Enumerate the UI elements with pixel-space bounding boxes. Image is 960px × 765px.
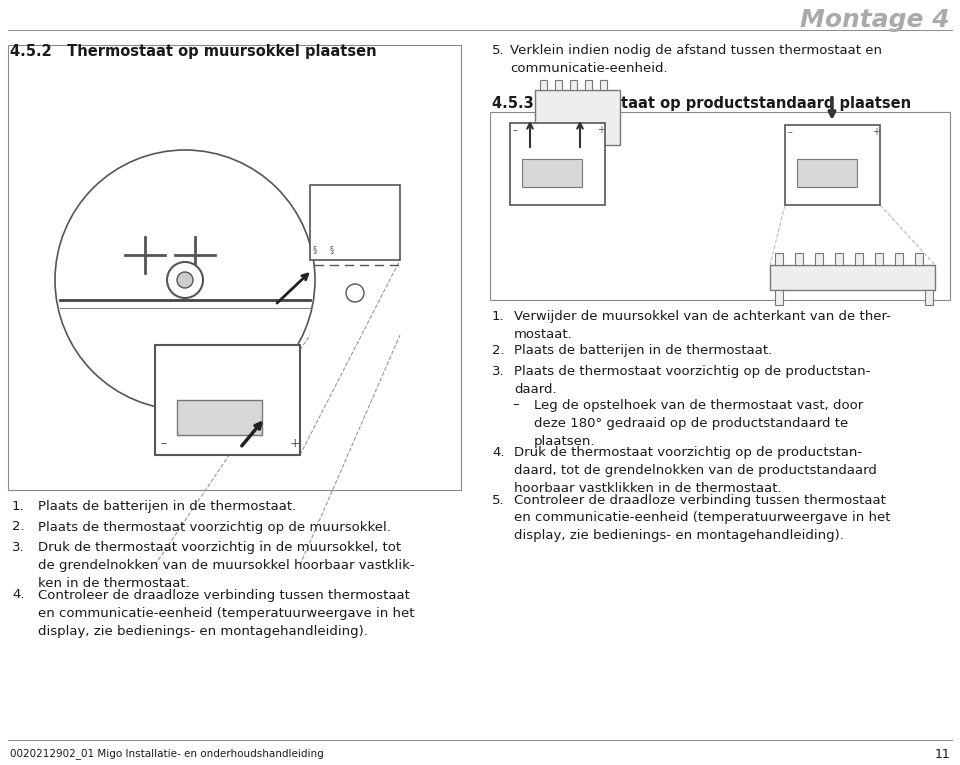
Text: 4.: 4. (12, 588, 25, 601)
Bar (522, 159, 582, 187)
Text: Druk de thermostaat voorzichtig op de productstan-
daard, tot de grendelnokken v: Druk de thermostaat voorzichtig op de pr… (514, 446, 876, 495)
Bar (797, 159, 857, 187)
Bar (835, 253, 843, 265)
Text: 2.: 2. (492, 344, 505, 357)
Bar (600, 80, 607, 90)
Bar (775, 290, 783, 305)
Text: Controleer de draadloze verbinding tussen thermostaat
en communicatie-eenheid (t: Controleer de draadloze verbinding tusse… (38, 588, 415, 637)
Text: 5.: 5. (492, 493, 505, 506)
Bar (795, 253, 803, 265)
Bar (540, 80, 547, 90)
Bar (770, 265, 935, 290)
Bar (815, 253, 823, 265)
Text: Plaats de batterijen in de thermostaat.: Plaats de batterijen in de thermostaat. (514, 344, 772, 357)
Text: 2.: 2. (12, 520, 25, 533)
Text: §: § (313, 245, 317, 254)
Text: Leg de opstelhoek van de thermostaat vast, door
deze 180° gedraaid op de product: Leg de opstelhoek van de thermostaat vas… (534, 399, 863, 448)
Bar (570, 80, 577, 90)
Circle shape (55, 150, 315, 410)
Circle shape (177, 272, 193, 288)
Text: §: § (330, 245, 334, 254)
Bar (510, 123, 605, 205)
Bar (177, 400, 262, 435)
Bar (775, 253, 783, 265)
Bar (535, 90, 620, 145)
Bar (925, 290, 933, 305)
Bar (855, 253, 863, 265)
Bar (490, 112, 950, 300)
Text: +: + (872, 127, 880, 137)
Text: Druk de thermostaat voorzichtig in de muursokkel, tot
de grendelnokken van de mu: Druk de thermostaat voorzichtig in de mu… (38, 541, 415, 590)
Circle shape (346, 284, 364, 302)
Text: Plaats de batterijen in de thermostaat.: Plaats de batterijen in de thermostaat. (38, 500, 297, 513)
Text: 11: 11 (934, 748, 950, 761)
Text: Controleer de draadloze verbinding tussen thermostaat
en communicatie-eenheid (t: Controleer de draadloze verbinding tusse… (514, 493, 891, 542)
Text: Verwijder de muursokkel van de achterkant van de ther-
mostaat.: Verwijder de muursokkel van de achterkan… (514, 310, 891, 341)
Text: 1.: 1. (12, 500, 25, 513)
Text: 4.: 4. (492, 446, 505, 459)
Bar (8, 45, 461, 490)
Text: –: – (788, 127, 793, 137)
Text: +: + (597, 125, 605, 135)
Bar (915, 253, 923, 265)
Text: –: – (513, 125, 517, 135)
Bar (155, 345, 300, 455)
Text: Plaats de thermostaat voorzichtig op de productstan-
daard.: Plaats de thermostaat voorzichtig op de … (514, 364, 871, 396)
Text: 4.5.3   Thermostaat op productstandaard plaatsen: 4.5.3 Thermostaat op productstandaard pl… (492, 96, 911, 111)
Text: –: – (512, 399, 518, 412)
Text: –: – (160, 437, 166, 450)
Text: 3.: 3. (12, 541, 25, 554)
Text: Plaats de thermostaat voorzichtig op de muursokkel.: Plaats de thermostaat voorzichtig op de … (38, 520, 391, 533)
Bar (585, 80, 592, 90)
Bar (895, 253, 903, 265)
Text: 1.: 1. (492, 310, 505, 323)
Bar (310, 185, 400, 260)
Text: 5.: 5. (492, 44, 505, 57)
Text: Verklein indien nodig de afstand tussen thermostaat en
communicatie-eenheid.: Verklein indien nodig de afstand tussen … (510, 44, 882, 75)
Bar (785, 125, 880, 205)
Text: Montage 4: Montage 4 (801, 8, 950, 32)
Text: 0020212902_01 Migo Installatie- en onderhoudshandleiding: 0020212902_01 Migo Installatie- en onder… (10, 748, 324, 759)
Circle shape (167, 262, 203, 298)
Bar (875, 253, 883, 265)
Text: 3.: 3. (492, 364, 505, 377)
Text: 4.5.2   Thermostaat op muursokkel plaatsen: 4.5.2 Thermostaat op muursokkel plaatsen (10, 44, 376, 59)
Text: +: + (290, 437, 300, 450)
Bar (555, 80, 562, 90)
